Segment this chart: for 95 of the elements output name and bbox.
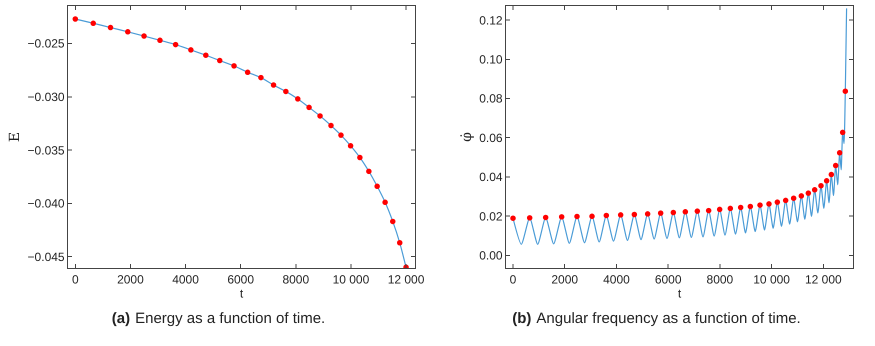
x-tick-label: 2000 [551, 272, 578, 286]
point [574, 214, 580, 220]
point [125, 29, 131, 35]
point [604, 212, 610, 218]
x-tick-label: 6000 [654, 272, 682, 286]
point [217, 58, 222, 64]
point [766, 201, 772, 207]
point [283, 88, 289, 94]
y-tick-label: −0.030 [28, 90, 65, 104]
point [141, 33, 147, 39]
y-tick-label: 0.02 [479, 209, 503, 224]
point [738, 204, 744, 210]
point [757, 202, 763, 208]
point [558, 214, 564, 220]
point [812, 187, 818, 193]
point [188, 47, 194, 53]
x-tick-label: 10 000 [753, 272, 790, 286]
text: (a) [112, 310, 130, 327]
x-tick-label: 8000 [282, 272, 310, 286]
point [157, 38, 163, 44]
x-axis-title: t [678, 286, 682, 300]
point [72, 16, 78, 22]
y-tick-label: 0.08 [479, 92, 503, 106]
point [526, 215, 532, 221]
point [390, 218, 396, 224]
point [270, 82, 276, 88]
point [328, 122, 334, 128]
x-tick-label: 0 [510, 272, 517, 286]
point [790, 195, 796, 201]
point [542, 214, 548, 220]
point [632, 212, 638, 218]
point [832, 162, 838, 168]
point [694, 208, 700, 214]
x-tick-label: 10 000 [332, 272, 370, 286]
point [840, 130, 846, 136]
x-axis-title: t [240, 286, 244, 300]
y-tick-label: −0.045 [28, 250, 65, 264]
text: (b) [512, 310, 532, 327]
point [836, 150, 842, 156]
point [90, 20, 96, 26]
point [774, 199, 780, 205]
point [644, 211, 650, 217]
point [842, 88, 848, 94]
x-tick-label: 4000 [172, 272, 200, 286]
point [382, 200, 388, 206]
point [618, 212, 624, 218]
point [244, 70, 250, 76]
point [357, 154, 363, 160]
point [716, 206, 722, 212]
y-tick-label: 0.04 [479, 170, 503, 184]
point [295, 96, 301, 102]
point [348, 143, 354, 149]
text: Angular frequency as a function of time. [536, 310, 801, 327]
point [231, 63, 237, 69]
y-axis-title: φ̇ [458, 132, 475, 142]
y-tick-label: 0.12 [479, 13, 503, 28]
point [338, 132, 344, 138]
point [317, 113, 323, 119]
point [706, 208, 712, 214]
point [510, 215, 516, 221]
point [682, 209, 688, 215]
point [824, 178, 830, 184]
x-tick-label: 6000 [227, 272, 254, 286]
text: Energy as a function of time. [135, 310, 326, 327]
y-tick-label: −0.035 [28, 143, 65, 158]
y-tick-label: −0.025 [28, 36, 65, 51]
point [806, 190, 812, 196]
point [396, 240, 402, 246]
point [818, 182, 824, 188]
point [670, 210, 676, 216]
x-tick-label: 4000 [603, 272, 630, 286]
x-tick-label: 2000 [117, 272, 144, 286]
point [366, 168, 372, 174]
y-tick-label: 0.00 [479, 248, 503, 262]
point [798, 193, 804, 199]
point [748, 204, 754, 210]
point [828, 172, 834, 178]
x-tick-label: 8000 [706, 272, 734, 286]
x-tick-label: 12 000 [804, 272, 842, 286]
x-tick-label: 0 [72, 272, 79, 286]
point [589, 214, 595, 220]
point [108, 24, 114, 30]
point [782, 198, 788, 204]
point [306, 104, 312, 110]
point [374, 184, 380, 190]
point [258, 74, 264, 80]
y-tick-label: 0.06 [479, 130, 503, 145]
y-tick-label: −0.040 [28, 196, 65, 211]
point [203, 52, 209, 58]
point [728, 206, 734, 212]
y-tick-label: 0.10 [479, 52, 503, 66]
point [658, 210, 664, 216]
y-axis-title: E [7, 132, 24, 142]
x-tick-label: 12 000 [388, 272, 425, 286]
point [172, 42, 178, 48]
